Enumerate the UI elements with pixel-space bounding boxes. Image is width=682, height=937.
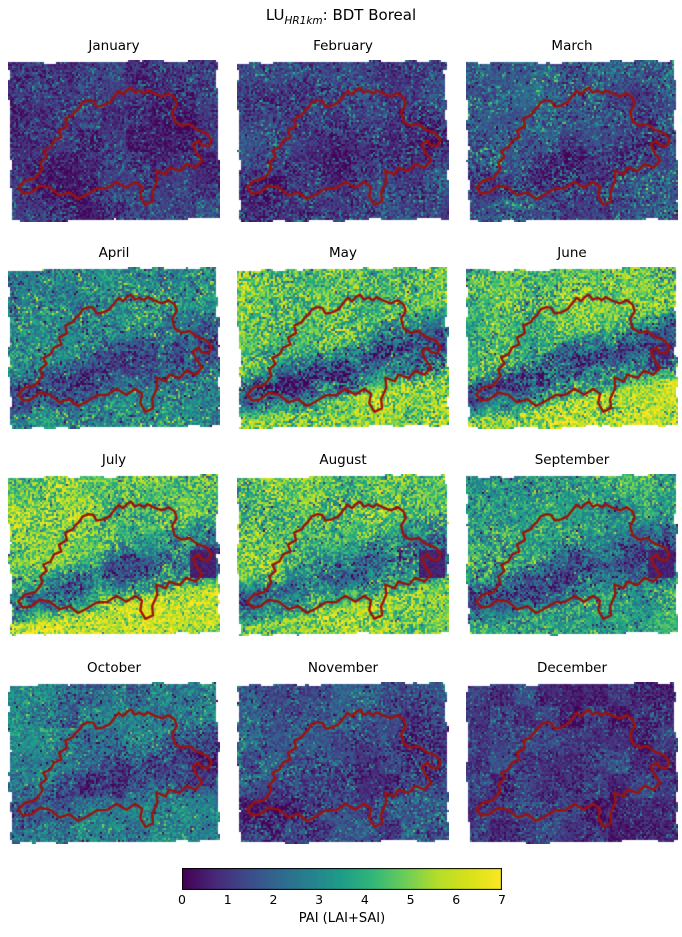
panel-title: January <box>88 38 140 54</box>
colorbar: 0 1 2 3 4 5 6 7 PAI (LAI+SAI) <box>178 868 506 926</box>
colorbar-tick-label: 1 <box>223 892 232 907</box>
colorbar-tick-label: 5 <box>406 892 415 907</box>
colorbar-tick-label: 7 <box>498 892 506 907</box>
pai-map-canvas-november <box>237 682 449 844</box>
colorbar-tick-label: 6 <box>452 892 461 907</box>
pai-map-canvas-april <box>8 267 220 429</box>
pai-map-canvas-august <box>237 474 449 636</box>
panel-title: June <box>557 245 587 261</box>
pai-map-canvas-may <box>237 267 449 429</box>
pai-map-canvas-october <box>8 682 220 844</box>
panel-title: November <box>307 660 379 676</box>
pai-map-canvas-december <box>466 682 678 844</box>
map-panel-march: March <box>466 38 678 222</box>
colorbar-tick-label: 4 <box>360 892 369 907</box>
panel-title: August <box>319 452 367 468</box>
colorbar-label: PAI (LAI+SAI) <box>298 911 386 926</box>
map-panel-december: December <box>466 660 678 844</box>
panel-title: October <box>86 660 142 676</box>
panel-title: March <box>551 38 593 54</box>
pai-map-canvas-march <box>466 60 678 222</box>
colorbar-tick-label: 2 <box>269 892 278 907</box>
pai-map-canvas-february <box>237 60 449 222</box>
map-panel-may: May <box>237 245 449 429</box>
colorbar-tick-label: 3 <box>315 892 324 907</box>
pai-map-canvas-july <box>8 474 220 636</box>
map-panel-january: January <box>8 38 220 222</box>
panel-title: September <box>534 452 610 468</box>
map-panel-october: October <box>8 660 220 844</box>
map-panel-august: August <box>237 452 449 636</box>
title-suffix: : BDT Boreal <box>322 6 417 24</box>
map-panel-february: February <box>237 38 449 222</box>
pai-map-canvas-june <box>466 267 678 429</box>
colorbar-ticks: 0 1 2 3 4 5 6 7 <box>178 892 506 909</box>
panel-title: February <box>313 38 373 54</box>
title-subscript: HR1km <box>284 15 323 27</box>
colorbar-gradient <box>182 868 502 890</box>
map-panel-april: April <box>8 245 220 429</box>
title-prefix: LU <box>265 6 285 24</box>
pai-map-canvas-september <box>466 474 678 636</box>
panel-title: April <box>98 245 130 261</box>
figure-title: LUHR1km: BDT Boreal <box>0 5 682 27</box>
panel-title: December <box>536 660 607 676</box>
panel-title: May <box>329 245 357 261</box>
colorbar-tick-label: 0 <box>178 892 186 907</box>
map-panel-july: July <box>8 452 220 636</box>
map-panel-june: June <box>466 245 678 429</box>
map-panel-september: September <box>466 452 678 636</box>
panel-title: July <box>101 452 127 468</box>
pai-map-canvas-january <box>8 60 220 222</box>
map-panel-november: November <box>237 660 449 844</box>
